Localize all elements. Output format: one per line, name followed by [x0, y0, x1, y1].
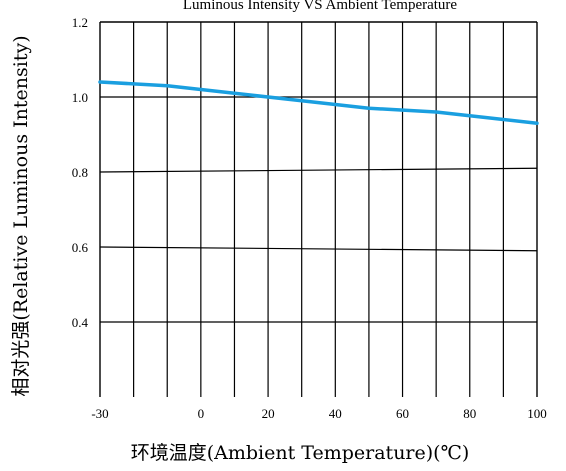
x-tick-label: 100	[527, 406, 547, 421]
x-tick-label: -30	[91, 406, 108, 421]
y-axis-label: 相对光强(Relative Luminous Intensity)	[10, 35, 32, 396]
y-tick-label: 1.0	[72, 90, 88, 105]
series-lines	[98, 80, 539, 125]
y-tick-label: 0.6	[72, 240, 89, 255]
x-tick-label: 0	[198, 406, 205, 421]
x-tick-label: 60	[396, 406, 409, 421]
chart-title: Luminous Intensity VS Ambient Temperatur…	[183, 0, 458, 13]
x-tick-label: 40	[329, 406, 342, 421]
reference-line	[99, 167, 538, 173]
data-series-line	[98, 80, 539, 125]
reference-lines	[99, 167, 538, 252]
y-tick-labels: 1.2 1.0 0.8 0.6 0.4	[72, 15, 89, 330]
x-axis-label: 环境温度(Ambient Temperature)(℃)	[131, 442, 470, 464]
y-tick-label: 0.8	[72, 165, 88, 180]
x-tick-label: 20	[262, 406, 275, 421]
grid-lines	[99, 21, 538, 397]
y-tick-label: 0.4	[72, 315, 89, 330]
reference-line	[99, 246, 538, 252]
x-tick-labels: -30 0 20 40 60 80 100	[91, 406, 546, 421]
x-tick-label: 80	[463, 406, 476, 421]
y-tick-label: 1.2	[72, 15, 88, 30]
